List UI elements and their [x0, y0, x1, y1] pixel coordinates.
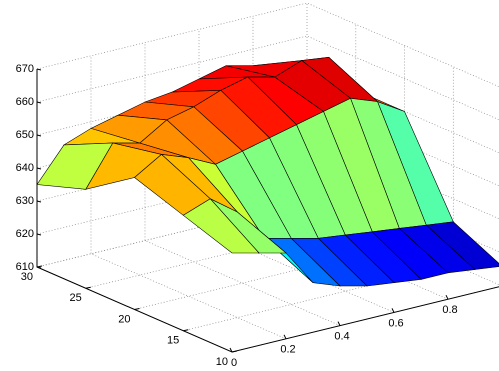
- x-tick-label: 0: [231, 357, 237, 369]
- y-tick-label: 30: [21, 271, 33, 283]
- z-tick-label: 660: [16, 96, 34, 108]
- x-tick: [445, 294, 449, 300]
- surface-patch: [182, 198, 260, 254]
- x-tick: [283, 334, 287, 340]
- y-tick-label: 20: [118, 313, 130, 325]
- z-tick-label: 620: [16, 228, 34, 240]
- y-tick-label: 15: [167, 335, 179, 347]
- y-tick: [85, 286, 91, 289]
- y-tick: [183, 329, 189, 332]
- y-tick-label: 25: [70, 292, 82, 304]
- x-tick: [337, 321, 341, 326]
- z-tick-label: 650: [16, 129, 34, 141]
- z-tick: [36, 68, 42, 71]
- z-tick: [36, 233, 42, 236]
- z-tick-label: 630: [16, 195, 34, 207]
- x-tick-label: 0.4: [334, 331, 349, 343]
- z-tick-label: 640: [16, 162, 34, 174]
- z-tick-label: 670: [16, 63, 34, 75]
- x-tick: [391, 308, 395, 313]
- z-tick: [36, 134, 42, 137]
- z-tick: [36, 200, 42, 203]
- y-tick: [36, 265, 43, 268]
- z-tick: [36, 101, 42, 104]
- x-tick-label: 0.6: [388, 317, 403, 329]
- y-tick-label: 10: [216, 356, 228, 368]
- x-tick-label: 0.8: [442, 304, 457, 316]
- z-tick: [36, 167, 42, 170]
- x-tick-label: 0.2: [280, 344, 295, 356]
- y-tick: [134, 308, 140, 310]
- y-tick: [231, 350, 238, 353]
- x-tick: [229, 347, 233, 353]
- z-tick-label: 610: [16, 261, 34, 273]
